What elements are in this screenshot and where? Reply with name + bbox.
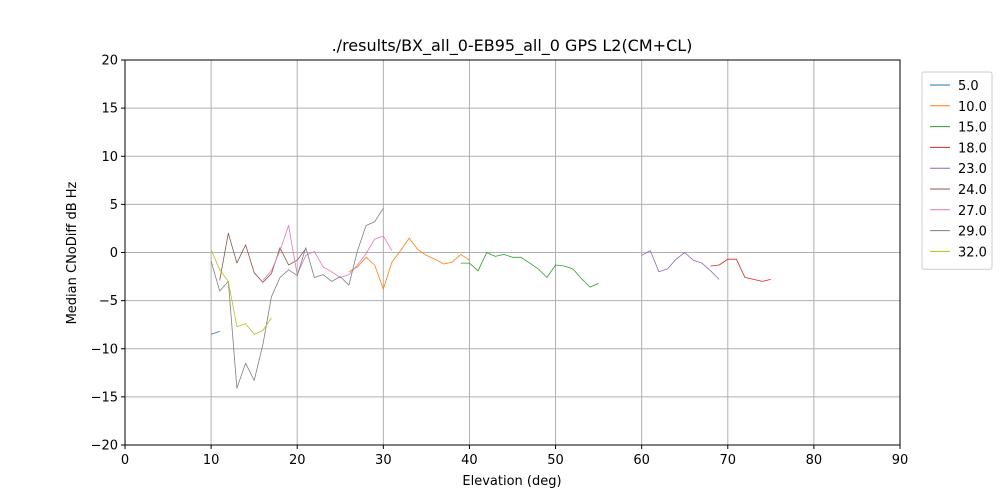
legend-label: 23.0 [958,162,987,177]
axis-ticks: 0 10 20 30 40 50 60 70 80 90 −20 −15 −10 −5 0 5 10 15 20 [91,54,909,469]
y-tick-label: 5 [110,198,118,213]
x-tick-label: 80 [806,453,823,468]
series-line-18.0 [710,258,771,282]
series-line-32.0 [210,249,272,335]
legend-label: 5.0 [958,79,979,94]
x-axis-label: Elevation (deg) [462,474,561,489]
x-tick-label: 0 [121,453,129,468]
series-line-5.0 [210,331,220,335]
y-tick-label: 10 [101,150,118,165]
legend-label: 29.0 [958,225,987,240]
series-lines [210,207,771,389]
chart-title: ./results/BX_all_0-EB95_all_0 GPS L2(CM+… [332,36,693,56]
series-line-10.0 [348,237,470,290]
x-tick-label: 90 [892,453,909,468]
y-tick-label: −5 [99,294,118,309]
series-line-15.0 [460,252,599,288]
series-line-24.0 [219,232,307,283]
y-axis-label: Median CNoDiff dB Hz [65,181,80,324]
legend: 5.0 10.0 15.0 18.0 23.0 24.0 27.0 29.0 32.0 [921,71,993,270]
legend-label: 10.0 [958,100,987,115]
x-tick-label: 20 [289,453,306,468]
y-tick-label: 15 [101,102,118,117]
series-line-29.0 [210,207,384,389]
y-tick-label: 0 [110,246,118,261]
x-tick-label: 30 [375,453,392,468]
x-tick-label: 50 [547,453,564,468]
y-tick-label: −20 [91,439,118,454]
x-tick-label: 60 [633,453,650,468]
y-tick-label: 20 [101,54,118,69]
series-line-27.0 [262,225,393,281]
legend-label: 18.0 [958,141,987,156]
series-line-23.0 [641,250,720,280]
x-tick-label: 10 [203,453,220,468]
x-tick-label: 40 [461,453,478,468]
legend-label: 32.0 [958,245,987,260]
y-tick-label: −15 [91,390,118,405]
legend-label: 27.0 [958,204,987,219]
y-tick-label: −10 [91,342,118,357]
legend-label: 15.0 [958,121,987,136]
legend-box [921,71,993,270]
x-tick-label: 70 [720,453,737,468]
legend-label: 24.0 [958,183,987,198]
